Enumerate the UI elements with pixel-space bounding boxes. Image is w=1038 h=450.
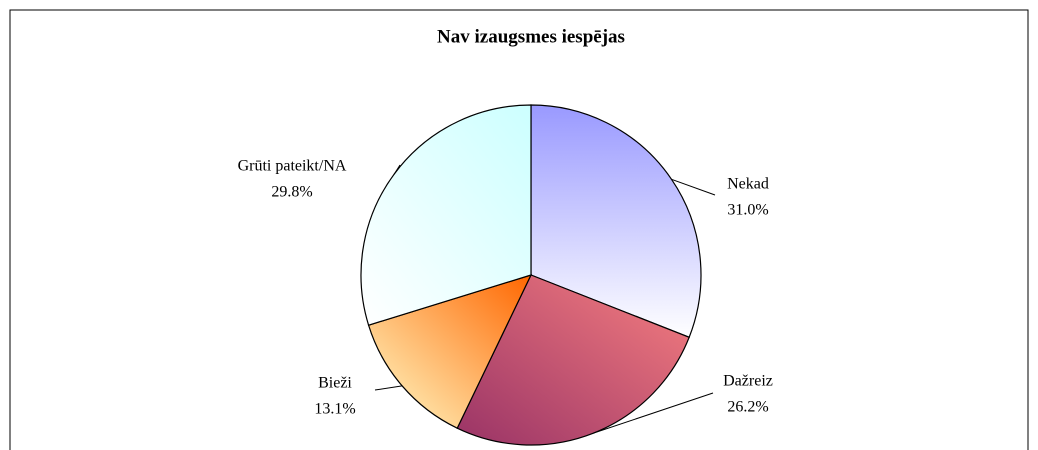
chart-title: Nav izaugsmes iespējas [437, 26, 625, 47]
leader-line [393, 164, 401, 175]
slice-value-label: 29.8% [271, 184, 312, 201]
leader-line [592, 392, 714, 434]
slice-value-label: 31.0% [727, 202, 768, 219]
slice-value-label: 26.2% [727, 399, 768, 416]
pie-slice [367, 274, 533, 429]
pie-slice [530, 104, 702, 339]
slice-value-label: 13.1% [314, 401, 355, 418]
leader-line [374, 385, 403, 391]
slice-label: Grūti pateikt/NA [238, 158, 347, 175]
leader-line [671, 178, 716, 196]
slice-label: Bieži [318, 375, 352, 392]
slice-label: Nekad [727, 176, 769, 193]
chart-frame [9, 9, 1029, 450]
slice-label: Dažreiz [723, 373, 773, 390]
